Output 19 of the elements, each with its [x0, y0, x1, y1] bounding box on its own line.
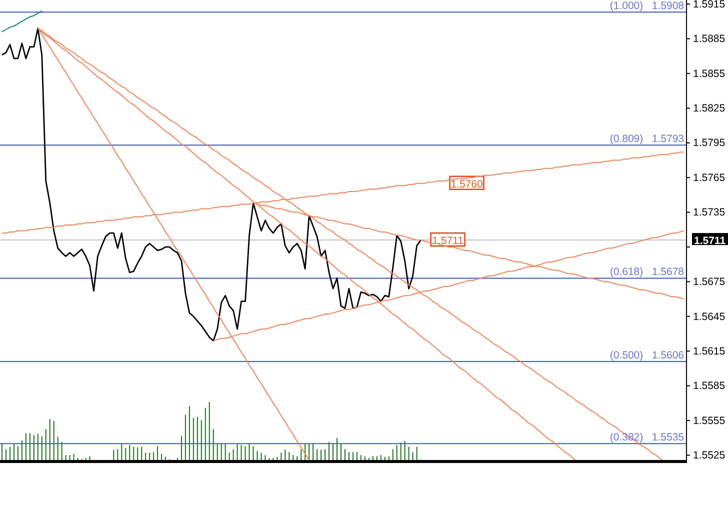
- y-tick-label: 1.5645: [693, 310, 726, 323]
- text: 1.5711: [694, 235, 726, 248]
- y-tick-label: 1.5855: [693, 68, 726, 80]
- ref-line-label: (0.618) 1.5678: [610, 266, 684, 278]
- ref-line-label: (1.000) 1.5908: [610, 0, 684, 12]
- y-tick-label: 1.5525: [693, 450, 726, 462]
- annotation: 1.5760: [450, 178, 483, 190]
- y-tick-label: 1.5765: [693, 172, 726, 184]
- y-tick-label: 1.5585: [693, 380, 726, 392]
- y-tick-label: 1.5735: [693, 206, 726, 219]
- y-tick-label: 1.5675: [693, 276, 726, 288]
- ref-line-label: (0.809) 1.5793: [610, 133, 684, 146]
- y-tick-label: 1.5555: [693, 414, 726, 427]
- y-tick-label: 1.5885: [693, 33, 726, 46]
- ref-line-label: (0.500) 1.5606: [610, 350, 684, 362]
- y-tick-label: 1.5825: [693, 102, 726, 115]
- y-tick-label: 1.5795: [693, 137, 726, 150]
- y-tick-label: 1.5615: [693, 345, 726, 358]
- y-tick-label: 1.5915: [693, 0, 726, 10]
